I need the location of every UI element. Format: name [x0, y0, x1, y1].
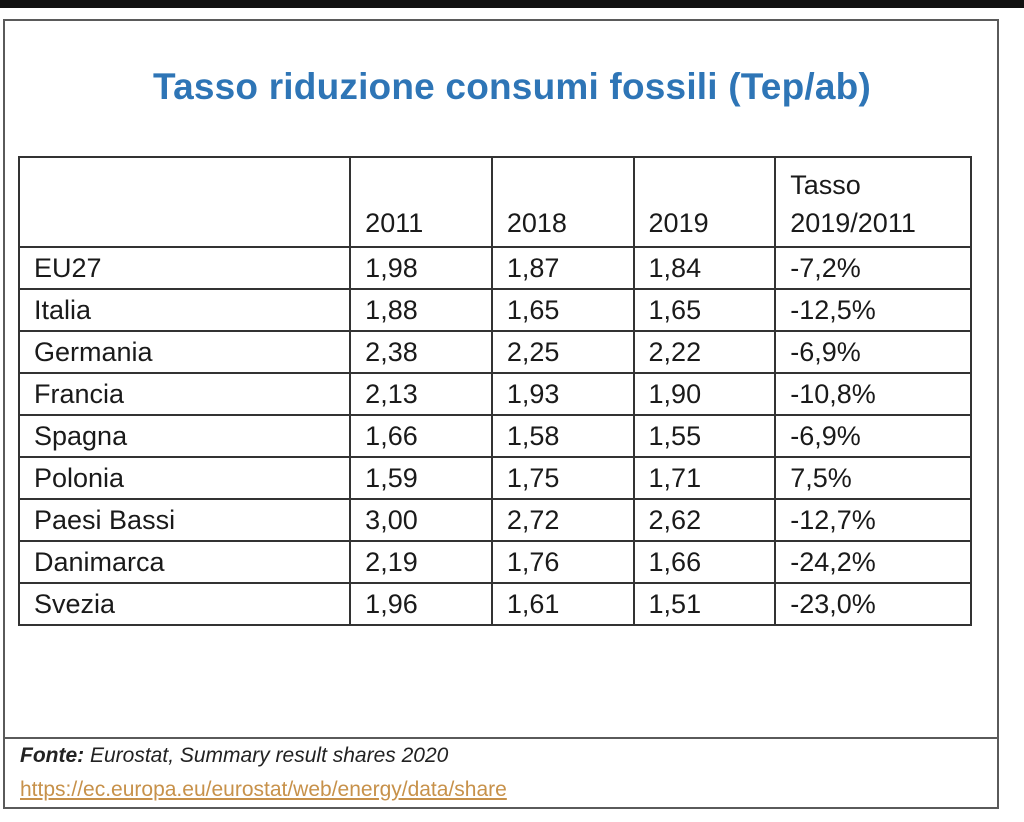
table-row: Francia 2,13 1,93 1,90 -10,8% [17, 372, 972, 416]
source-label: Fonte: [20, 744, 85, 767]
cell-rate: -10,8% [774, 372, 972, 416]
cell-country: Polonia [17, 456, 352, 500]
cell-2018: 1,76 [490, 540, 635, 584]
cell-country: Germania [17, 330, 352, 374]
cell-rate: -12,5% [774, 288, 972, 332]
table-row: Svezia 1,96 1,61 1,51 -23,0% [17, 582, 972, 626]
cell-2018: 2,25 [490, 330, 635, 374]
cell-2018: 1,93 [490, 372, 635, 416]
header-2011: 2011 [349, 156, 493, 248]
cell-country: Danimarca [17, 540, 352, 584]
cell-2019: 1,55 [632, 414, 777, 458]
cell-2019: 1,51 [632, 582, 777, 626]
source-note: Fonte: Eurostat, Summary result shares 2… [20, 744, 448, 768]
cell-2018: 1,65 [490, 288, 635, 332]
cell-2019: 2,22 [632, 330, 777, 374]
cell-2018: 1,75 [490, 456, 635, 500]
table-row: Paesi Bassi 3,00 2,72 2,62 -12,7% [17, 498, 972, 542]
cell-2011: 1,66 [349, 414, 493, 458]
header-rate-line1: Tasso [790, 170, 861, 200]
source-link[interactable]: https://ec.europa.eu/eurostat/web/energy… [20, 778, 507, 801]
cell-2019: 1,71 [632, 456, 777, 500]
footer-divider [3, 737, 999, 739]
cell-2011: 1,88 [349, 288, 493, 332]
cell-rate: 7,5% [774, 456, 972, 500]
cell-2011: 2,13 [349, 372, 493, 416]
data-table: 2011 2018 2019 Tasso 2019/2011 EU27 1,98 … [17, 156, 972, 626]
cell-country: Spagna [17, 414, 352, 458]
cell-2011: 2,38 [349, 330, 493, 374]
header-rate-line2: 2019/2011 [790, 208, 916, 238]
cell-country: Italia [17, 288, 352, 332]
cell-2019: 2,62 [632, 498, 777, 542]
cell-2011: 1,59 [349, 456, 493, 500]
cell-rate: -7,2% [774, 246, 972, 290]
source-text: Eurostat, Summary result shares 2020 [84, 744, 449, 767]
cell-country: EU27 [17, 246, 352, 290]
table-row: Polonia 1,59 1,75 1,71 7,5% [17, 456, 972, 500]
header-2018: 2018 [490, 156, 635, 248]
top-bar [0, 0, 1024, 8]
cell-2018: 1,87 [490, 246, 635, 290]
cell-rate: -12,7% [774, 498, 972, 542]
cell-2018: 1,58 [490, 414, 635, 458]
cell-2011: 1,96 [349, 582, 493, 626]
cell-2011: 1,98 [349, 246, 493, 290]
header-2019: 2019 [632, 156, 777, 248]
table-row: Germania 2,38 2,25 2,22 -6,9% [17, 330, 972, 374]
cell-country: Paesi Bassi [17, 498, 352, 542]
cell-country: Francia [17, 372, 352, 416]
table-row: Danimarca 2,19 1,76 1,66 -24,2% [17, 540, 972, 584]
cell-rate: -23,0% [774, 582, 972, 626]
cell-2018: 2,72 [490, 498, 635, 542]
page-title: Tasso riduzione consumi fossili (Tep/ab) [153, 66, 871, 107]
cell-2019: 1,66 [632, 540, 777, 584]
cell-rate: -6,9% [774, 414, 972, 458]
header-country [17, 156, 352, 248]
cell-2019: 1,90 [632, 372, 777, 416]
cell-2019: 1,84 [632, 246, 777, 290]
cell-country: Svezia [17, 582, 352, 626]
cell-2019: 1,65 [632, 288, 777, 332]
cell-2011: 3,00 [349, 498, 493, 542]
cell-2011: 2,19 [349, 540, 493, 584]
header-rate: Tasso 2019/2011 [774, 156, 972, 248]
table-row: Spagna 1,66 1,58 1,55 -6,9% [17, 414, 972, 458]
header-row: 2011 2018 2019 Tasso 2019/2011 [17, 156, 972, 248]
cell-rate: -24,2% [774, 540, 972, 584]
cell-rate: -6,9% [774, 330, 972, 374]
cell-2018: 1,61 [490, 582, 635, 626]
table-row: Italia 1,88 1,65 1,65 -12,5% [17, 288, 972, 332]
table-row: EU27 1,98 1,87 1,84 -7,2% [17, 246, 972, 290]
